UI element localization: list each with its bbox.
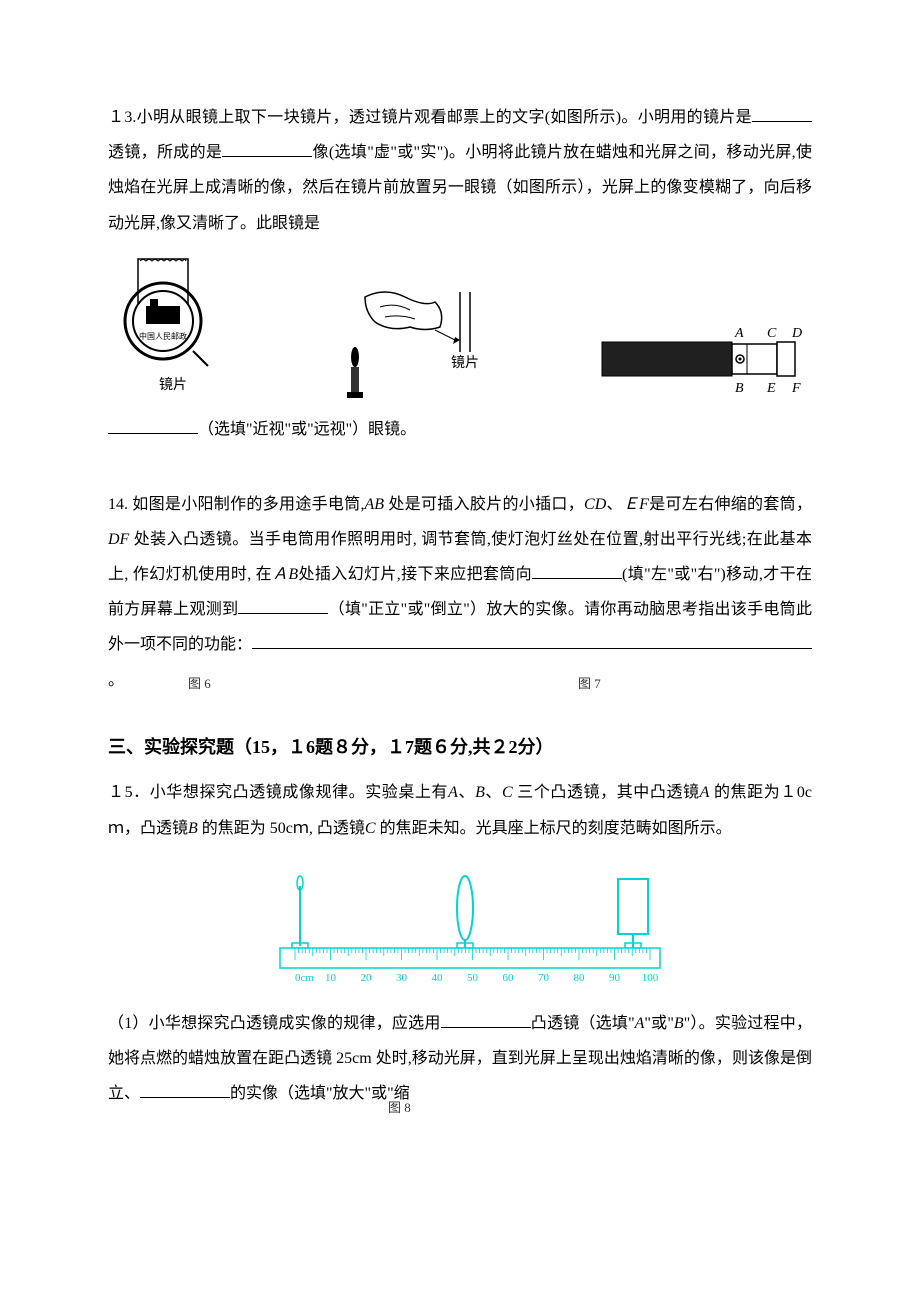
- lens-label-mid: 镜片: [451, 355, 479, 371]
- fig6-label: 图 6: [188, 670, 211, 699]
- q15-1-e: 的实像（选填"放大"或"缩: [230, 1085, 410, 1102]
- svg-text:10: 10: [325, 972, 337, 984]
- q15-A: A: [448, 784, 458, 801]
- ruler-svg: 0cm 10 20 30 40 50 60 70 80 90 100: [250, 861, 670, 991]
- q15-1: （1）小华想探究凸透镜成实像的规律，应选用凸透镜（选填"A"或"B"）。实验过程…: [108, 1006, 812, 1112]
- q15-c: 、: [485, 784, 502, 801]
- flashlight-figure: A C D B E F: [592, 312, 812, 402]
- q14-b: 处是可插入胶片的小插口，: [384, 496, 584, 513]
- label-B: B: [735, 381, 744, 396]
- q15-C: C: [502, 784, 513, 801]
- label-E: E: [766, 381, 776, 396]
- blank-q14-1[interactable]: [532, 563, 622, 579]
- svg-text:40: 40: [432, 972, 444, 984]
- q14-EF: ＥF: [623, 496, 649, 513]
- q13-figures: 中国人民邮政 镜片 镜片 A C: [108, 251, 812, 402]
- q13-text: １3.小明从眼镜上取下一块镜片，透过镜片观看邮票上的文字(如图所示)。小明用的镜…: [108, 100, 812, 241]
- blank-q13-2[interactable]: [222, 141, 312, 157]
- q14-AB2: ＡB: [272, 566, 298, 583]
- q15-1-c: "或": [644, 1015, 674, 1032]
- label-A: A: [734, 326, 744, 341]
- q14-AB: AB: [365, 496, 385, 513]
- q14-text: 14. 如图是小阳制作的多用途手电筒,AB 处是可插入胶片的小插口，CD、ＥF是…: [108, 487, 812, 698]
- label-D: D: [791, 326, 802, 341]
- ruler-figure: 0cm 10 20 30 40 50 60 70 80 90 100: [108, 861, 812, 991]
- q15-B: B: [475, 784, 485, 801]
- q15-1-A: A: [635, 1015, 645, 1032]
- flashlight-svg: A C D B E F: [592, 312, 812, 402]
- svg-text:中国人民邮政: 中国人民邮政: [139, 331, 187, 341]
- q15-d: 三个凸透镜，其中凸透镜: [513, 784, 700, 801]
- q15-a: １5．小华想探究凸透镜成像规律。实验桌上有: [108, 784, 448, 801]
- candle-svg: 镜片: [325, 282, 505, 402]
- label-F: F: [791, 381, 801, 396]
- svg-text:60: 60: [503, 972, 515, 984]
- blank-q13-1[interactable]: [752, 106, 812, 122]
- q15-g: 的焦距未知。光具座上标尺的刻度范畴如图所示。: [376, 820, 732, 837]
- svg-text:20: 20: [361, 972, 373, 984]
- q15-b: 、: [458, 784, 475, 801]
- q14-f: 处插入幻灯片,接下来应把套筒向: [298, 566, 532, 583]
- q15-1-B: B: [674, 1015, 684, 1032]
- q15-B2: B: [188, 820, 198, 837]
- fig8-label: 图 8: [388, 1094, 411, 1123]
- section3-header: 三、实验探究题（15，１6题８分，１7题６分,共２2分）: [108, 728, 812, 768]
- q15-f: 的焦距为 50cｍ, 凸透镜: [198, 820, 365, 837]
- svg-text:50: 50: [467, 972, 479, 984]
- candle-figure: 镜片: [325, 282, 505, 402]
- label-C: C: [767, 326, 777, 341]
- q13-mid1: 透镜，所成的是: [108, 144, 222, 161]
- svg-text:0cm: 0cm: [295, 972, 314, 984]
- stamp-caption: 镜片: [159, 371, 187, 402]
- blank-q14-2[interactable]: [238, 598, 328, 614]
- blank-q15-1[interactable]: [441, 1012, 531, 1028]
- q13-prefix: １3.小明从眼镜上取下一块镜片，透过镜片观看邮票上的文字(如图所示)。小明用的镜…: [108, 109, 752, 126]
- svg-text:100: 100: [642, 972, 659, 984]
- q15-intro: １5．小华想探究凸透镜成像规律。实验桌上有A、B、C 三个凸透镜，其中凸透镜A …: [108, 775, 812, 845]
- q14-d: 是可左右伸缩的套筒，: [649, 496, 812, 513]
- svg-text:90: 90: [609, 972, 621, 984]
- stamp-figure: 中国人民邮政 镜片: [108, 251, 238, 402]
- q15-A2: A: [700, 784, 710, 801]
- svg-text:70: 70: [538, 972, 550, 984]
- q15-1-a: （1）小华想探究凸透镜成实像的规律，应选用: [108, 1015, 441, 1032]
- q13-suffix-line: （选填"近视"或"远视"）眼镜。: [108, 412, 812, 447]
- q14-a: 14. 如图是小阳制作的多用途手电筒,: [108, 496, 365, 513]
- blank-q13-3[interactable]: [108, 418, 198, 434]
- q14-suffix: 。: [108, 672, 124, 689]
- q14-CD: CD: [584, 496, 606, 513]
- q14-c: 、: [606, 496, 623, 513]
- q15-C2: C: [365, 820, 376, 837]
- svg-text:80: 80: [574, 972, 586, 984]
- q14-DF: DF: [108, 531, 129, 548]
- blank-q14-3[interactable]: [252, 633, 812, 649]
- svg-text:30: 30: [396, 972, 408, 984]
- blank-q15-2[interactable]: [140, 1082, 230, 1098]
- q13-suffix: （选填"近视"或"远视"）眼镜。: [198, 421, 416, 438]
- stamp-svg: 中国人民邮政: [108, 251, 238, 371]
- q15-1-b: 凸透镜（选填": [531, 1015, 635, 1032]
- fig7-label: 图 7: [578, 670, 601, 699]
